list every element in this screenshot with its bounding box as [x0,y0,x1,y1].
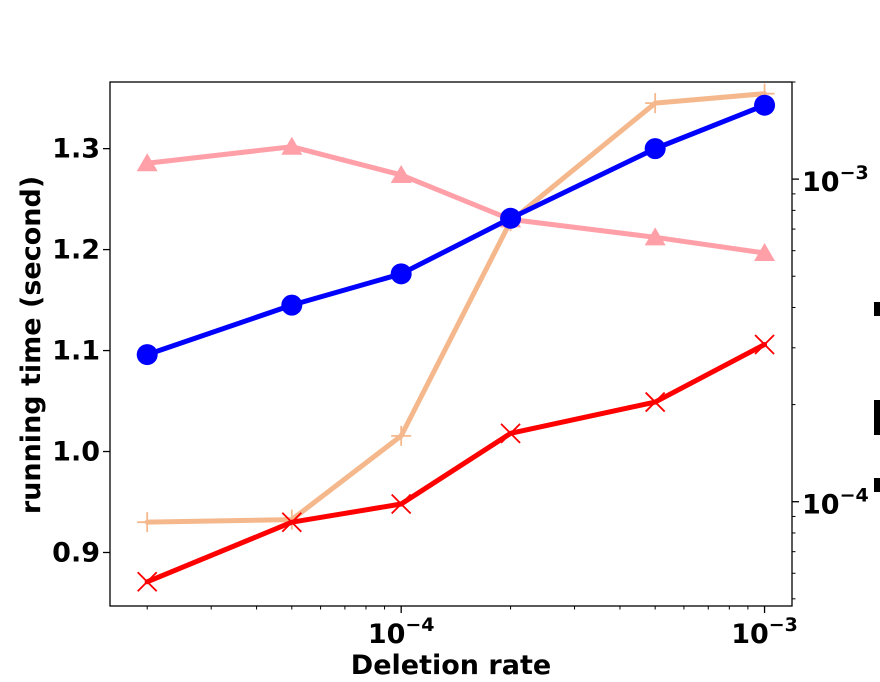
series-4-line [144,91,768,525]
x-tick-label-2: 10−3 [731,614,798,650]
y2-axis-label-clipped [874,302,880,492]
y2-tick-label-1: 10−4 [802,485,869,521]
series-1-point-3 [390,263,412,285]
y-axis-right: 10−4 10−3 [792,81,869,600]
y-axis-left: 0.9 1.0 1.1 1.2 1.3 [52,134,110,568]
x-axis-label: Deletion rate [351,650,551,681]
series-3-point-3 [390,164,412,183]
x-tick-label-1: 10−4 [368,614,435,650]
series-3-line [144,144,768,256]
series-2-point-3 [391,493,412,515]
series-layer [136,83,776,592]
series-2 [137,334,775,592]
series-2-point-6 [754,334,775,355]
y-tick-label-1: 0.9 [52,537,100,568]
y-tick-label-2: 1.0 [52,437,100,468]
y2-tick-label-2: 10−3 [802,162,869,198]
series-1-point-4 [500,207,522,229]
series-1-point-5 [644,138,666,160]
series-2-point-5 [645,391,666,413]
series-2-point-1 [137,571,158,592]
series-3-point-5 [644,227,666,246]
series-2-line [144,342,768,585]
series-4-point-1 [137,512,158,533]
y-tick-label-4: 1.2 [52,235,100,266]
series-3 [136,136,776,262]
series-1-line [144,102,768,358]
series-1 [136,94,776,366]
series-3-point-1 [136,153,158,172]
series-4-point-3 [391,425,412,446]
series-1-point-2 [281,294,303,316]
y-axis-label: running time (second) [16,176,47,514]
y-tick-label-5: 1.3 [52,134,100,165]
series-4-point-5 [645,93,666,114]
x-axis: 10−4 10−3 [146,606,798,650]
series-2-point-4 [500,423,521,444]
plot-area-frame [109,81,793,607]
series-1-point-1 [136,344,158,366]
series-3-point-6 [754,243,776,262]
y-tick-label-3: 1.1 [52,336,100,367]
series-3-point-2 [281,136,303,155]
series-2-point-2 [281,512,302,533]
series-1-point-6 [754,94,776,116]
